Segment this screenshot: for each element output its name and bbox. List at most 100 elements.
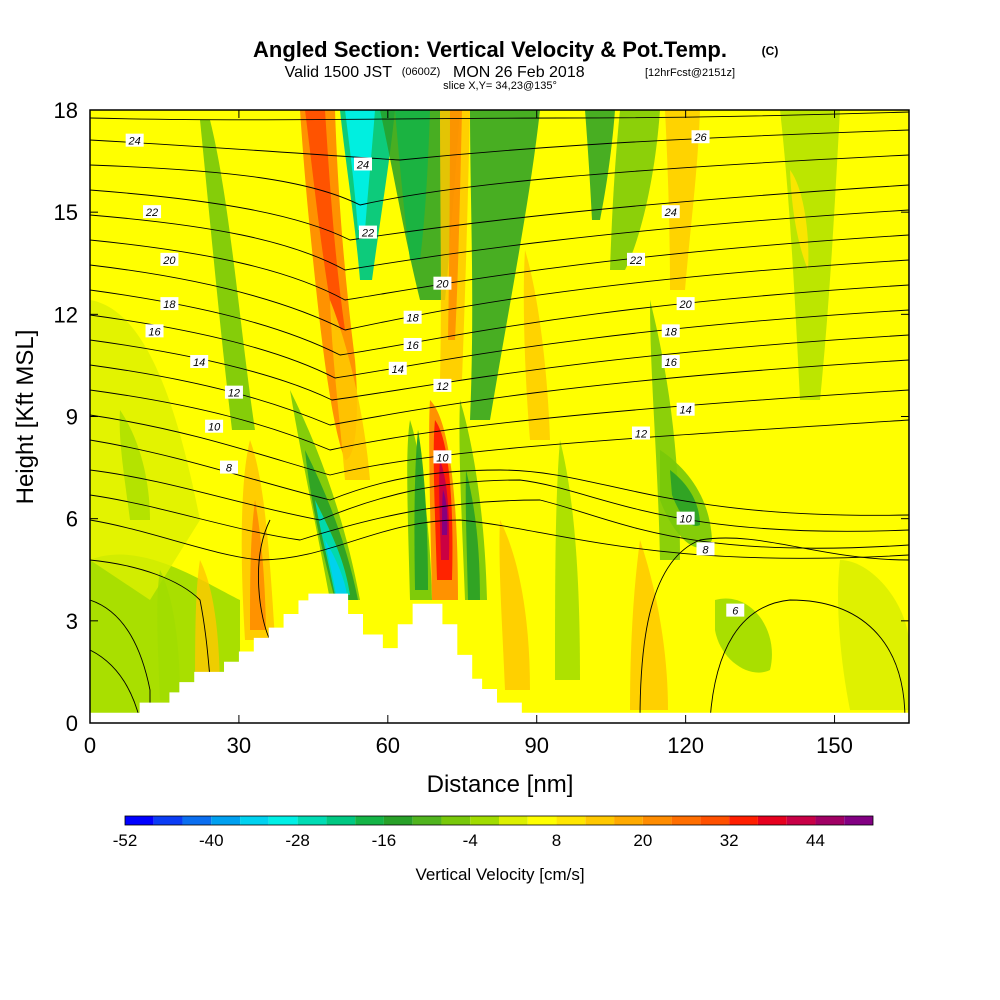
y-tick-label: 0 [66, 711, 78, 736]
velocity-region-29 [499, 520, 530, 690]
contour-label-bg [661, 205, 680, 219]
colorbar-tick-label: -40 [199, 831, 224, 850]
colorbar-swatch [671, 816, 701, 825]
velocity-region-2 [200, 120, 255, 430]
contour-label-bg [403, 337, 422, 351]
velocity-region-27 [459, 400, 487, 600]
contour-label-bg [143, 205, 162, 219]
contour-label-bg [125, 133, 144, 147]
y-tick-label: 9 [66, 405, 78, 430]
theta-contour-18 [90, 599, 151, 720]
y-axis-label: Height [Kft MSL] [12, 330, 39, 505]
contour-label: 20 [162, 255, 176, 267]
contour-label: 8 [226, 463, 233, 475]
colorbar-swatch [297, 816, 327, 825]
contour-label: 12 [228, 388, 240, 400]
contour-label: 10 [680, 514, 693, 526]
valid-time-utc: (0600Z) [402, 66, 441, 78]
theta-contour-12 [90, 414, 909, 476]
contour-label: 14 [392, 364, 404, 376]
contour-label: 22 [629, 255, 642, 267]
contour-label: 24 [356, 159, 369, 171]
contour-labels: 2422201816141210824222018161412102624222… [125, 130, 745, 618]
colorbar-swatch [614, 816, 643, 825]
contour-label-bg [676, 511, 695, 525]
velocity-region-42 [838, 560, 909, 710]
theta-contour-8 [90, 309, 909, 379]
contour-label: 22 [361, 228, 374, 240]
colorbar-swatch [844, 816, 873, 825]
velocity-region-26 [442, 490, 448, 535]
velocity-region-33 [585, 110, 615, 220]
copyright-mark: (C) [762, 44, 779, 58]
colorbar-tick-label: 8 [552, 831, 561, 850]
contour-label-bg [205, 419, 224, 433]
valid-date: MON 26 Feb 2018 [453, 64, 585, 81]
y-tick-label: 3 [66, 609, 78, 634]
colorbar-swatch [815, 816, 845, 825]
theta-contour-2 [90, 154, 909, 206]
contour-label-bg [354, 157, 372, 171]
theta-contour-15 [90, 494, 909, 549]
contour-label-bg [145, 324, 164, 338]
velocity-region-41 [790, 170, 809, 270]
x-axis-label: Distance [nm] [427, 771, 574, 798]
theta-contour-21 [709, 599, 906, 721]
colorbar-swatch [556, 816, 586, 825]
velocity-region-1 [90, 300, 200, 600]
contour-label-bg [676, 297, 695, 311]
colorbar-swatch [153, 816, 183, 825]
x-tick-label: 60 [376, 733, 400, 758]
contour-label: 20 [679, 299, 693, 311]
velocity-region-30 [523, 250, 550, 440]
colorbar-tick-label: -4 [463, 831, 478, 850]
contour-label-bg [358, 225, 377, 239]
contour-label-bg [691, 130, 710, 144]
colorbar-swatch [470, 816, 499, 825]
contour-label-bg [388, 361, 407, 375]
x-tick-label: 30 [227, 733, 251, 758]
velocity-region-9 [330, 300, 370, 480]
contour-label: 20 [435, 279, 449, 291]
contour-label-bg [631, 426, 650, 440]
contour-label-bg [433, 450, 452, 464]
contour-label: 6 [732, 606, 739, 618]
colorbar-tick-label: 32 [720, 831, 739, 850]
y-tick-label: 18 [54, 98, 78, 123]
contour-label-bg [160, 297, 179, 311]
plot-area: 2422201816141210824222018161412102624222… [90, 110, 909, 723]
theta-contour-0 [90, 111, 909, 121]
contour-label: 22 [145, 207, 158, 219]
theta-contour-22 [90, 649, 141, 721]
forecast-info: [12hrFcst@2151z] [645, 67, 735, 79]
velocity-region-28 [465, 470, 480, 600]
colorbar-swatch [268, 816, 298, 825]
y-tick-label: 6 [66, 507, 78, 532]
contour-label-bg [696, 542, 715, 556]
velocity-region-32 [610, 110, 660, 270]
contour-label: 18 [407, 313, 420, 325]
theta-contour-5 [90, 234, 909, 301]
colorbar-swatch [355, 816, 384, 825]
velocity-region-4 [250, 500, 266, 630]
velocity-region-8 [305, 110, 345, 330]
velocity-region-13 [325, 540, 347, 595]
theta-contour-20 [639, 537, 909, 721]
contour-label: 26 [693, 132, 707, 144]
theta-contour-9 [90, 334, 909, 401]
contour-label: 18 [163, 299, 176, 311]
contour-label: 14 [680, 405, 692, 417]
colorbar-swatch [125, 816, 154, 825]
contour-label: 24 [664, 207, 677, 219]
colorbar-swatch [642, 816, 672, 825]
colorbar-swatch [700, 816, 730, 825]
theta-contour-19 [258, 519, 271, 641]
colorbar-swatch [729, 816, 758, 825]
colorbar-tick-label: 20 [633, 831, 652, 850]
colorbar-tick-label: 44 [806, 831, 825, 850]
colorbar-swatch [441, 816, 471, 825]
colorbar-swatch [786, 816, 816, 825]
y-tick-label: 15 [54, 200, 78, 225]
colorbar-swatch [757, 816, 787, 825]
